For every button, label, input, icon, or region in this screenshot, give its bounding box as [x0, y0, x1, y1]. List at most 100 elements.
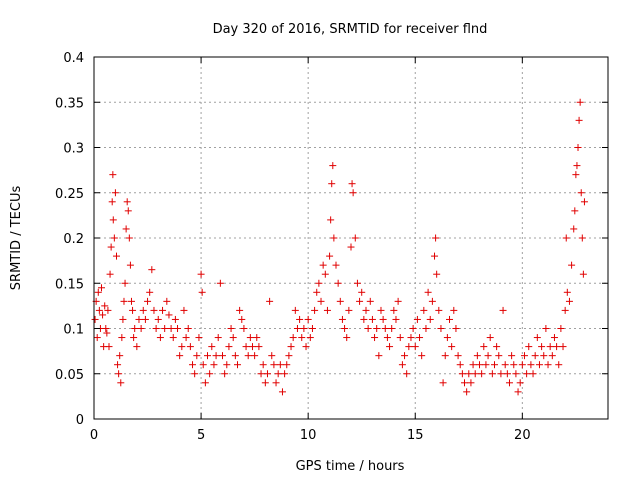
data-point	[246, 334, 254, 342]
data-point	[458, 370, 466, 378]
x-tick-label: 15	[407, 428, 424, 443]
data-point	[371, 334, 379, 342]
data-point	[107, 243, 115, 251]
data-point	[125, 234, 133, 242]
data-point	[95, 306, 103, 314]
y-tick-label: 0	[76, 413, 84, 428]
data-point	[229, 334, 237, 342]
data-point	[193, 352, 201, 360]
data-point	[428, 297, 436, 305]
data-point	[315, 279, 323, 287]
data-point	[493, 343, 501, 351]
data-point	[341, 325, 349, 332]
data-point	[469, 361, 477, 369]
data-point	[93, 334, 101, 342]
data-point	[240, 325, 248, 332]
data-point	[348, 180, 356, 188]
data-point	[437, 325, 445, 332]
x-tick-labels: 0 5 10 15 20	[90, 428, 531, 443]
data-point	[285, 352, 293, 360]
data-point	[579, 270, 587, 278]
data-point	[388, 325, 396, 332]
data-point	[148, 266, 156, 274]
data-point	[531, 352, 539, 360]
y-tick-label: 0.2	[63, 232, 84, 247]
data-point	[199, 361, 207, 369]
data-point	[323, 306, 331, 314]
data-point	[103, 329, 111, 337]
data-point	[416, 334, 424, 342]
data-point	[201, 379, 209, 387]
data-point	[326, 252, 334, 260]
data-point	[109, 216, 117, 224]
axis-ticks	[93, 56, 608, 420]
data-point	[356, 297, 364, 305]
data-point	[533, 334, 541, 342]
data-point	[401, 352, 409, 360]
data-point	[110, 234, 118, 242]
data-point	[259, 361, 267, 369]
data-point	[293, 325, 301, 332]
data-point	[360, 315, 368, 323]
data-point	[206, 370, 214, 378]
data-point	[535, 361, 543, 369]
data-point	[278, 388, 286, 396]
data-point	[439, 379, 447, 387]
data-point	[503, 370, 511, 378]
data-point	[495, 352, 503, 360]
data-point	[573, 162, 581, 170]
data-point	[238, 315, 246, 323]
data-point	[154, 315, 162, 323]
data-point	[137, 325, 145, 332]
data-point	[253, 334, 261, 342]
data-point	[572, 171, 580, 179]
data-point	[182, 334, 190, 342]
data-point	[119, 315, 127, 323]
data-point	[330, 234, 338, 242]
data-point	[283, 361, 291, 369]
data-point	[313, 288, 321, 296]
data-point	[272, 379, 280, 387]
data-point	[317, 297, 325, 305]
data-point	[329, 162, 337, 170]
x-tick-label: 5	[197, 428, 205, 443]
data-point	[161, 325, 169, 332]
data-point	[180, 306, 188, 314]
data-point	[396, 334, 404, 342]
data-point	[441, 352, 449, 360]
x-tick-label: 20	[514, 428, 531, 443]
data-point	[291, 306, 299, 314]
data-point	[274, 370, 282, 378]
data-point	[448, 343, 456, 351]
data-point	[426, 315, 434, 323]
data-point	[102, 325, 110, 332]
data-point	[473, 352, 481, 360]
data-point	[557, 325, 565, 332]
data-point	[105, 343, 113, 351]
data-point	[499, 306, 507, 314]
data-point	[101, 302, 109, 310]
data-point	[381, 325, 389, 332]
y-tick-label: 0.25	[55, 187, 84, 202]
data-point	[578, 234, 586, 242]
data-point	[214, 334, 222, 342]
data-point	[195, 334, 203, 342]
data-point	[571, 207, 579, 215]
data-point	[127, 297, 135, 305]
data-point	[431, 252, 439, 260]
data-point	[407, 334, 415, 342]
data-point	[99, 311, 107, 319]
data-point	[461, 379, 469, 387]
data-point	[208, 343, 216, 351]
data-point	[420, 306, 428, 314]
data-point	[422, 325, 430, 332]
data-point	[308, 325, 316, 332]
data-point	[304, 315, 312, 323]
data-point	[129, 306, 137, 314]
data-point	[152, 325, 160, 332]
data-point	[562, 234, 570, 242]
data-point	[165, 311, 173, 319]
data-point	[550, 334, 558, 342]
